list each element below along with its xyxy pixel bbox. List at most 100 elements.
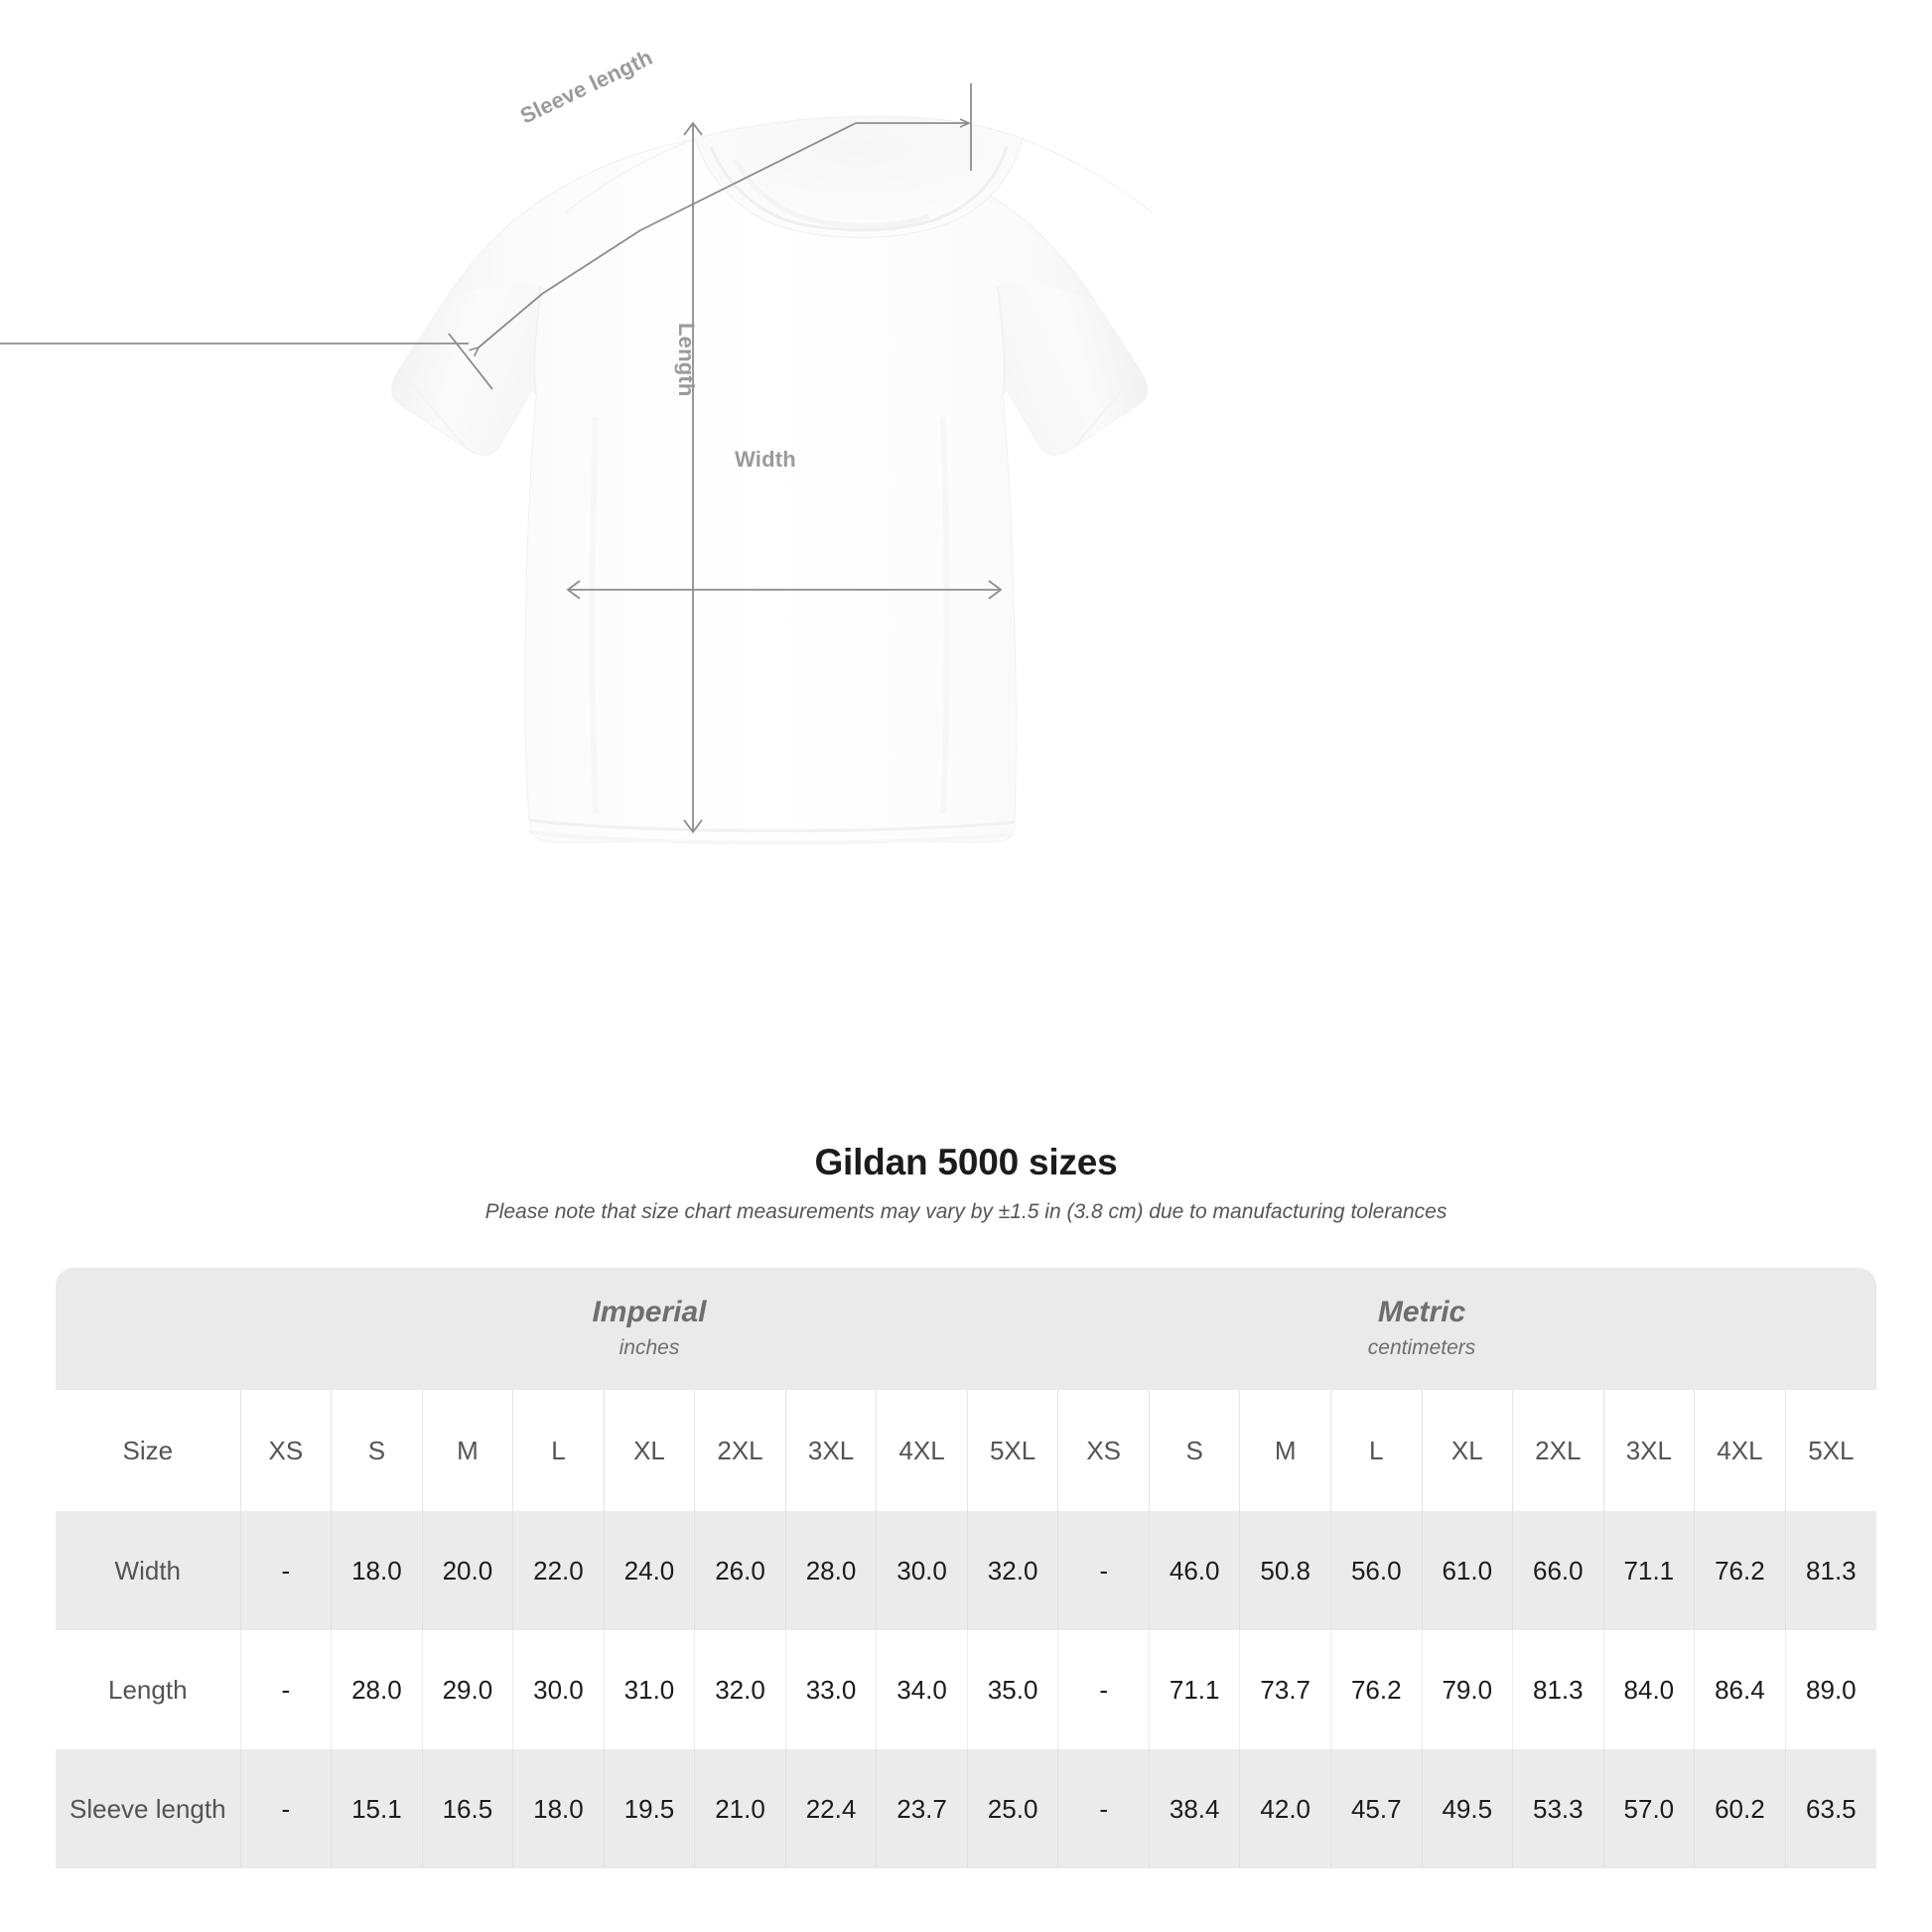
cell-width-metric-3xl: 71.1 xyxy=(1602,1511,1695,1630)
cell-width-metric-4xl: 76.2 xyxy=(1694,1511,1786,1630)
cell-sleeve-imperial-5xl: 25.0 xyxy=(966,1749,1058,1868)
size-header-row: Size XS S M L XL 2XL 3XL 4XL 5XL XS S M … xyxy=(56,1390,1876,1511)
size-header-label: Size xyxy=(56,1390,241,1511)
size-header-metric-m: M xyxy=(1239,1390,1331,1511)
unit-name-metric: Metric xyxy=(1377,1296,1466,1329)
cell-width-imperial-s: 18.0 xyxy=(331,1511,423,1630)
sleeve-diagonal-line xyxy=(469,122,857,357)
cell-width-imperial-2xl: 26.0 xyxy=(694,1511,786,1630)
length-arrowhead-bottom xyxy=(683,819,703,834)
size-header-metric-3xl: 3XL xyxy=(1602,1390,1695,1511)
cell-sleeve-imperial-xl: 19.5 xyxy=(603,1749,695,1868)
cell-length-metric-l: 76.2 xyxy=(1329,1630,1423,1749)
width-dimension-label: Width xyxy=(735,447,796,472)
cell-length-metric-2xl: 81.3 xyxy=(1512,1630,1604,1749)
cell-sleeve-metric-4xl: 60.2 xyxy=(1694,1749,1786,1868)
size-header-metric-xs: XS xyxy=(1057,1390,1150,1511)
size-header-metric-4xl: 4XL xyxy=(1694,1390,1786,1511)
sleeve-end-tick xyxy=(448,333,493,390)
table-row-width: Width - 18.0 20.0 22.0 24.0 26.0 28.0 30… xyxy=(56,1511,1876,1630)
cell-width-metric-xl: 61.0 xyxy=(1421,1511,1513,1630)
cell-length-imperial-3xl: 33.0 xyxy=(784,1630,877,1749)
size-header-metric-l: L xyxy=(1329,1390,1423,1511)
row-label-width: Width xyxy=(56,1511,241,1630)
cell-sleeve-imperial-4xl: 23.7 xyxy=(876,1749,968,1868)
cell-width-imperial-l: 22.0 xyxy=(512,1511,605,1630)
tshirt-garment xyxy=(391,115,1153,845)
cell-width-imperial-xl: 24.0 xyxy=(603,1511,695,1630)
cell-sleeve-imperial-m: 16.5 xyxy=(421,1749,513,1868)
cell-length-imperial-xs: - xyxy=(239,1630,332,1749)
size-header-imperial-2xl: 2XL xyxy=(694,1390,786,1511)
cell-length-imperial-l: 30.0 xyxy=(512,1630,605,1749)
cell-length-imperial-m: 29.0 xyxy=(421,1630,513,1749)
size-header-imperial-xl: XL xyxy=(603,1390,695,1511)
cell-width-imperial-4xl: 30.0 xyxy=(876,1511,968,1630)
size-header-imperial-l: L xyxy=(512,1390,605,1511)
cell-width-imperial-5xl: 32.0 xyxy=(966,1511,1058,1630)
page-title: Gildan 5000 sizes xyxy=(814,1142,1118,1182)
size-header-imperial-m: M xyxy=(421,1390,513,1511)
cell-width-metric-xs: - xyxy=(1057,1511,1150,1630)
cell-sleeve-imperial-3xl: 22.4 xyxy=(784,1749,877,1868)
cell-sleeve-metric-xs: - xyxy=(1057,1749,1150,1868)
cell-length-metric-m: 73.7 xyxy=(1239,1630,1331,1749)
row-label-length: Length xyxy=(56,1630,241,1749)
unit-band-spacer xyxy=(56,1268,241,1390)
cell-width-imperial-m: 20.0 xyxy=(421,1511,513,1630)
cell-width-metric-s: 46.0 xyxy=(1148,1511,1240,1630)
length-dimension-label: Length xyxy=(674,323,699,397)
tshirt-measurement-diagram: Sleeve length Length Width xyxy=(0,0,1932,894)
cell-sleeve-metric-2xl: 53.3 xyxy=(1512,1749,1604,1868)
cell-length-imperial-5xl: 35.0 xyxy=(966,1630,1058,1749)
cell-length-imperial-2xl: 32.0 xyxy=(694,1630,786,1749)
cell-length-metric-xs: - xyxy=(1057,1630,1150,1749)
size-header-metric-2xl: 2XL xyxy=(1512,1390,1604,1511)
cell-length-imperial-s: 28.0 xyxy=(331,1630,423,1749)
cell-width-imperial-xs: - xyxy=(239,1511,332,1630)
cell-width-metric-2xl: 66.0 xyxy=(1512,1511,1604,1630)
size-header-metric-5xl: 5XL xyxy=(1784,1390,1876,1511)
cell-length-imperial-4xl: 34.0 xyxy=(876,1630,968,1749)
size-header-metric-xl: XL xyxy=(1421,1390,1513,1511)
cell-width-metric-l: 56.0 xyxy=(1329,1511,1423,1630)
tshirt-svg xyxy=(0,83,1153,845)
cell-width-imperial-3xl: 28.0 xyxy=(784,1511,877,1630)
cell-length-metric-4xl: 86.4 xyxy=(1694,1630,1786,1749)
cell-length-metric-3xl: 84.0 xyxy=(1602,1630,1695,1749)
size-header-imperial-s: S xyxy=(331,1390,423,1511)
cell-width-metric-5xl: 81.3 xyxy=(1784,1511,1876,1630)
cell-length-metric-5xl: 89.0 xyxy=(1784,1630,1876,1749)
size-header-imperial-3xl: 3XL xyxy=(784,1390,877,1511)
cell-length-metric-xl: 79.0 xyxy=(1421,1630,1513,1749)
cell-width-metric-m: 50.8 xyxy=(1239,1511,1331,1630)
row-label-sleeve-length: Sleeve length xyxy=(56,1749,241,1868)
size-header-imperial-5xl: 5XL xyxy=(966,1390,1058,1511)
unit-sub-metric: centimeters xyxy=(1367,1336,1476,1360)
cell-sleeve-metric-s: 38.4 xyxy=(1148,1749,1240,1868)
cell-length-imperial-xl: 31.0 xyxy=(603,1630,695,1749)
tolerance-note: Please note that size chart measurements… xyxy=(484,1200,1448,1224)
cell-length-metric-s: 71.1 xyxy=(1148,1630,1240,1749)
size-chart-table: Imperial inches Metric centimeters Size … xyxy=(56,1268,1876,1868)
width-arrowhead-left xyxy=(566,580,581,600)
table-row-length: Length - 28.0 29.0 30.0 31.0 32.0 33.0 3… xyxy=(56,1630,1876,1749)
unit-name-imperial: Imperial xyxy=(592,1296,707,1329)
width-arrowhead-right xyxy=(988,580,1003,600)
length-arrowhead-top xyxy=(683,121,703,136)
unit-group-metric: Metric centimeters xyxy=(1057,1268,1786,1390)
cell-sleeve-metric-5xl: 63.5 xyxy=(1784,1749,1876,1868)
cell-sleeve-metric-3xl: 57.0 xyxy=(1602,1749,1695,1868)
unit-group-imperial: Imperial inches xyxy=(240,1268,1058,1390)
unit-band-row: Imperial inches Metric centimeters xyxy=(56,1268,1876,1390)
unit-band-edge xyxy=(1785,1268,1876,1390)
cell-sleeve-metric-m: 42.0 xyxy=(1239,1749,1331,1868)
title-block: Gildan 5000 sizes Please note that size … xyxy=(0,1140,1932,1226)
cell-sleeve-imperial-2xl: 21.0 xyxy=(694,1749,786,1868)
cell-sleeve-imperial-s: 15.1 xyxy=(331,1749,423,1868)
cell-sleeve-imperial-l: 18.0 xyxy=(512,1749,605,1868)
unit-sub-imperial: inches xyxy=(619,1336,680,1360)
size-header-imperial-4xl: 4XL xyxy=(876,1390,968,1511)
cell-sleeve-metric-l: 45.7 xyxy=(1329,1749,1423,1868)
